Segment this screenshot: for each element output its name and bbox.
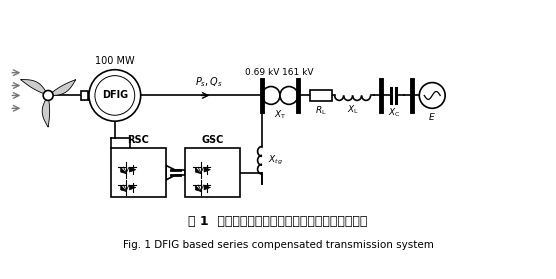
Polygon shape [204,185,210,190]
Bar [186,148,240,198]
Bar [111,148,166,198]
Circle shape [43,90,53,100]
Text: 图 1  双馈风电机组经串联电容补偿并网系统结构图: 图 1 双馈风电机组经串联电容补偿并网系统结构图 [188,215,368,228]
Circle shape [262,86,280,104]
Text: DFIG: DFIG [102,90,128,100]
Polygon shape [195,185,201,191]
Text: 161 kV: 161 kV [282,68,314,77]
Text: GSC: GSC [202,135,224,145]
Polygon shape [130,185,136,190]
Text: $X_{tg}$: $X_{tg}$ [268,154,283,167]
Circle shape [419,83,445,108]
Polygon shape [204,167,210,172]
Text: $R_{\mathrm{L}}$: $R_{\mathrm{L}}$ [315,104,327,117]
Text: $E$: $E$ [428,111,436,122]
Text: $X_{\mathrm{T}}$: $X_{\mathrm{T}}$ [274,108,286,121]
Circle shape [89,70,141,121]
Bar [81,91,88,100]
Text: RSC: RSC [127,135,149,145]
Polygon shape [130,167,136,172]
Text: 0.69 kV: 0.69 kV [245,68,279,77]
Polygon shape [121,167,126,174]
Text: $X_{\mathrm{L}}$: $X_{\mathrm{L}}$ [346,103,359,116]
Polygon shape [42,95,49,127]
Text: $X_{\mathrm{C}}$: $X_{\mathrm{C}}$ [388,106,400,119]
Circle shape [95,76,135,115]
Text: Fig. 1 DFIG based series compensated transmission system: Fig. 1 DFIG based series compensated tra… [122,240,434,250]
Polygon shape [21,80,48,95]
Polygon shape [195,167,201,174]
Text: 100 MW: 100 MW [95,56,135,66]
Circle shape [280,86,298,104]
Bar [310,90,332,101]
Text: $P_s, Q_s$: $P_s, Q_s$ [195,75,223,88]
Polygon shape [121,185,126,191]
Polygon shape [48,80,76,95]
